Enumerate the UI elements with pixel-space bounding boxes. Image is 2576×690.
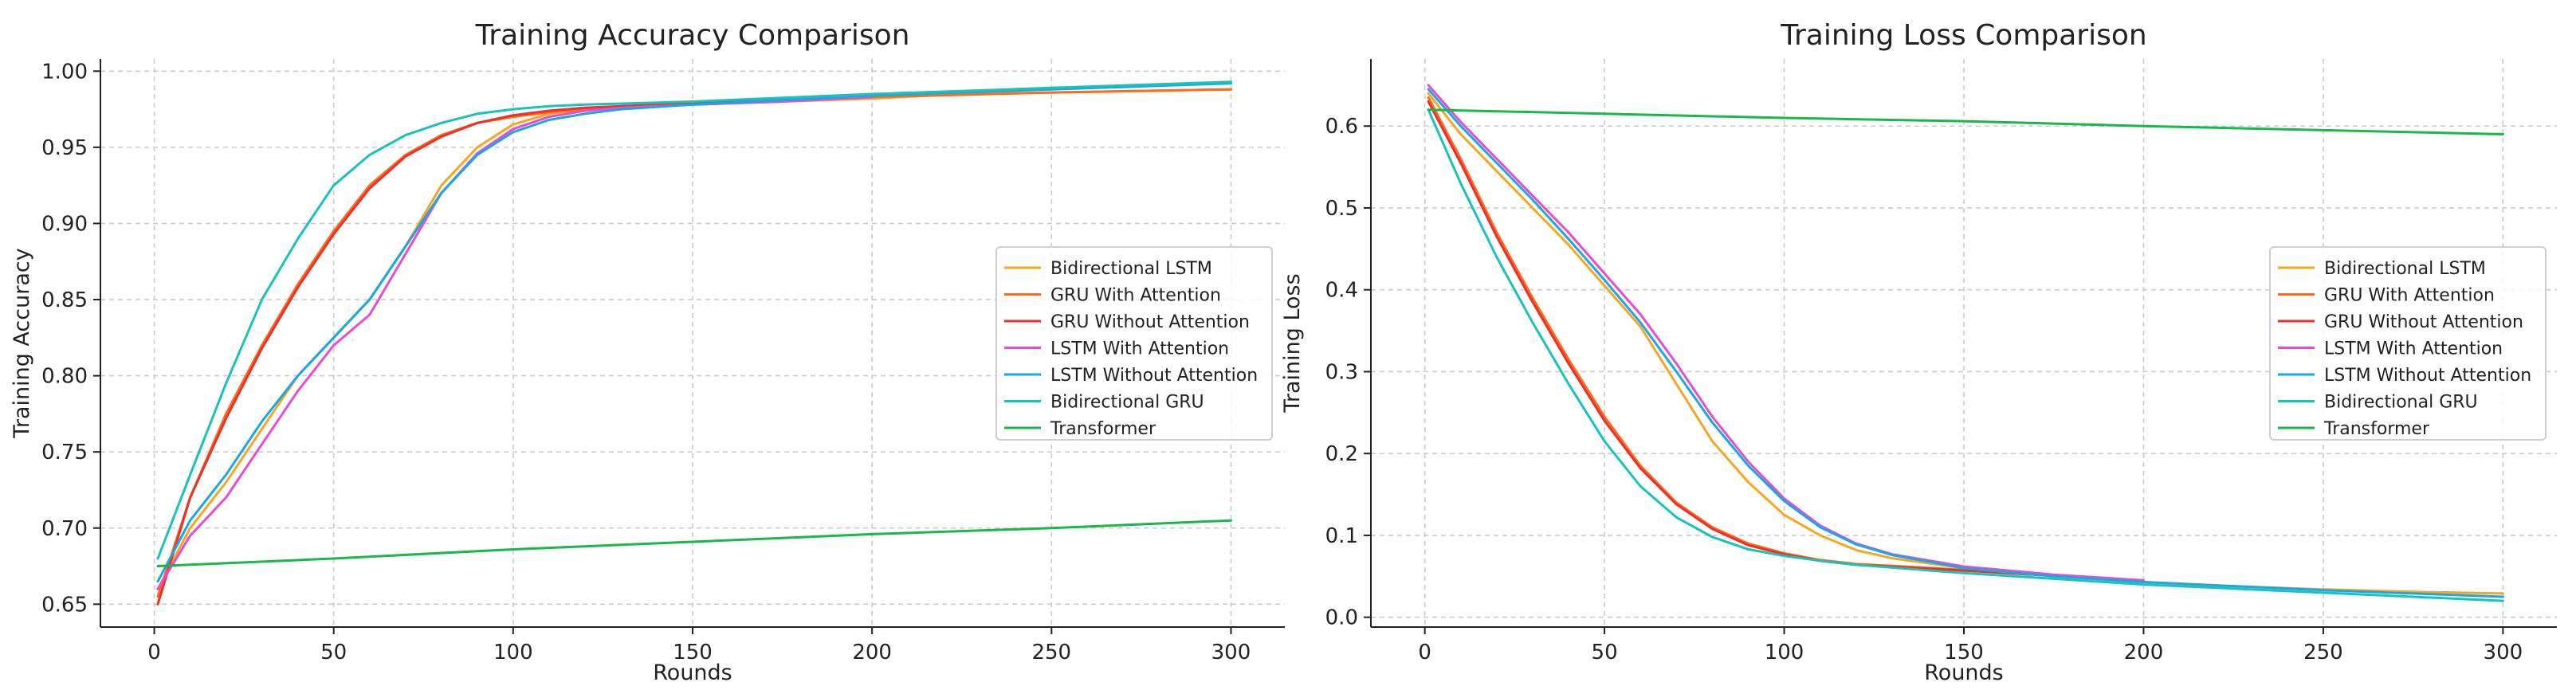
loss-legend-label-bidirectional-lstm: Bidirectional LSTM [2324, 259, 2486, 279]
accuracy-series-gru-without-attention [156, 94, 874, 606]
accuracy-legend-label-transformer: Transformer [1050, 419, 1156, 439]
accuracy-y-tick-label-5: 0.90 [41, 212, 88, 236]
accuracy-y-tick-label-0: 0.65 [41, 593, 88, 617]
accuracy-x-tick-label-2: 100 [493, 641, 533, 665]
accuracy-x-tick-label-3: 150 [673, 641, 713, 665]
loss-y-tick-label-2: 0.2 [1325, 442, 1358, 466]
accuracy-series-transformer [156, 519, 1232, 567]
accuracy-x-tick-label-5: 250 [1031, 641, 1071, 665]
loss-x-tick-label-2: 100 [1765, 641, 1804, 665]
loss-y-tick-label-6: 0.6 [1325, 115, 1358, 139]
loss-x-tick-label-3: 150 [1944, 641, 1984, 665]
loss-legend-box [2269, 246, 2547, 441]
loss-chart-title: Training Loss Comparison [1780, 19, 2146, 52]
loss-legend-label-transformer: Transformer [2323, 419, 2430, 439]
accuracy-x-tick-label-0: 0 [147, 641, 161, 665]
loss-x-axis-label: Rounds [1924, 661, 2004, 685]
accuracy-y-tick-label-6: 0.95 [41, 136, 88, 160]
loss-series-bidirectional-gru [1427, 108, 2504, 602]
accuracy-legend-label-bidirectional-gru: Bidirectional GRU [1050, 393, 1204, 413]
accuracy-x-tick-label-4: 200 [852, 641, 892, 665]
loss-series-transformer [1427, 108, 2504, 135]
accuracy-series-group [156, 80, 1232, 606]
accuracy-chart: 0 50 100 150 200 250 300 0.65 0.70 0.75 0.80 0.85 0.… [10, 19, 1285, 685]
loss-grid [1371, 59, 2557, 627]
loss-y-tick-label-0: 0.0 [1325, 606, 1358, 630]
loss-legend-label-gru-with-attention: GRU With Attention [2324, 286, 2495, 306]
loss-chart: 0 50 100 150 200 250 300 0.0 0.1 0.2 0.3 0.4 0.5 0.6 T… [1280, 19, 2557, 685]
loss-x-tick-label-0: 0 [1418, 641, 1431, 665]
loss-x-tick-label-6: 300 [2484, 641, 2523, 665]
loss-y-axis-label: Training Loss [1280, 273, 1305, 413]
loss-legend: Bidirectional LSTM GRU With Attention GRU … [2269, 246, 2547, 441]
accuracy-chart-title: Training Accuracy Comparison [475, 19, 910, 52]
loss-legend-label-lstm-without-attention: LSTM Without Attention [2324, 366, 2531, 386]
loss-legend-label-bidirectional-gru: Bidirectional GRU [2324, 393, 2478, 413]
accuracy-x-axis-label: Rounds [653, 661, 732, 685]
loss-y-tick-label-4: 0.4 [1325, 279, 1358, 303]
accuracy-x-tick-label-6: 300 [1211, 641, 1251, 665]
loss-x-tick-label-4: 200 [2124, 641, 2164, 665]
loss-y-tick-label-3: 0.3 [1325, 360, 1358, 384]
accuracy-y-tick-label-1: 0.70 [41, 517, 88, 541]
accuracy-legend-label-gru-with-attention: GRU With Attention [1050, 286, 1221, 306]
accuracy-x-tick-label-1: 50 [320, 641, 347, 665]
accuracy-series-lstm-without-attention [156, 82, 1232, 583]
loss-x-tick-label-5: 250 [2303, 641, 2343, 665]
accuracy-y-tick-label-2: 0.75 [41, 441, 88, 465]
loss-series-lstm-without-attention [1427, 88, 2504, 598]
accuracy-y-axis-label: Training Accuracy [10, 248, 34, 438]
loss-legend-label-gru-without-attention: GRU Without Attention [2324, 312, 2523, 332]
accuracy-series-bidirectional-gru [156, 80, 1232, 560]
accuracy-y-tick-label-3: 0.80 [41, 365, 88, 389]
accuracy-legend-box [995, 246, 1273, 441]
accuracy-y-tick-label-7: 1.00 [41, 60, 88, 84]
accuracy-legend: Bidirectional LSTM GRU With Attention GRU … [995, 246, 1273, 441]
loss-legend-label-lstm-with-attention: LSTM With Attention [2324, 339, 2503, 359]
loss-series-group [1427, 84, 2504, 602]
accuracy-legend-label-gru-without-attention: GRU Without Attention [1050, 312, 1250, 332]
loss-x-tick-label-1: 50 [1592, 641, 1618, 665]
accuracy-legend-label-bidirectional-lstm: Bidirectional LSTM [1050, 259, 1212, 279]
accuracy-legend-label-lstm-with-attention: LSTM With Attention [1050, 339, 1229, 359]
loss-y-tick-label-5: 0.5 [1325, 197, 1358, 221]
loss-y-tick-label-1: 0.1 [1325, 524, 1358, 548]
accuracy-y-tick-label-4: 0.85 [41, 288, 88, 312]
accuracy-legend-label-lstm-without-attention: LSTM Without Attention [1050, 366, 1258, 386]
